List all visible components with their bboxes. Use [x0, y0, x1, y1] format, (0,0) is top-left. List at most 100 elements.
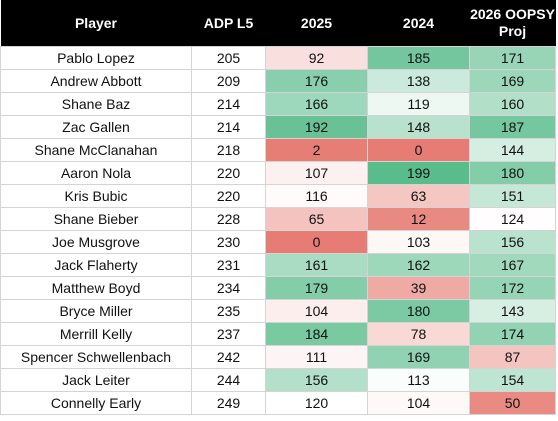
table-row: Zac Gallen 214 192 148 187: [0, 115, 556, 139]
projection-cell[interactable]: 169: [469, 69, 556, 93]
adp-cell[interactable]: 205: [191, 46, 266, 70]
header-adp[interactable]: ADP L5: [191, 0, 266, 47]
header-projection-line2: Proj: [498, 23, 527, 39]
value-2025-cell[interactable]: 104: [265, 299, 368, 323]
value-2024-cell[interactable]: 12: [367, 207, 470, 231]
value-2024-cell[interactable]: 113: [367, 368, 470, 392]
player-name-cell[interactable]: Zac Gallen: [0, 115, 192, 139]
adp-cell[interactable]: 214: [191, 92, 266, 116]
value-2025-cell[interactable]: 92: [265, 46, 368, 70]
value-2025-cell[interactable]: 176: [265, 69, 368, 93]
table-row: Bryce Miller 235 104 180 143: [0, 299, 556, 323]
projection-cell[interactable]: 151: [469, 184, 556, 208]
player-name-cell[interactable]: Pablo Lopez: [0, 46, 192, 70]
value-2025-cell[interactable]: 111: [265, 345, 368, 369]
adp-cell[interactable]: 214: [191, 115, 266, 139]
value-2024-cell[interactable]: 119: [367, 92, 470, 116]
value-2025-cell[interactable]: 116: [265, 184, 368, 208]
value-2024-cell[interactable]: 138: [367, 69, 470, 93]
projection-cell[interactable]: 87: [469, 345, 556, 369]
value-2025-cell[interactable]: 161: [265, 253, 368, 277]
table-row: Joe Musgrove 230 0 103 156: [0, 230, 556, 254]
value-2025-cell[interactable]: 179: [265, 276, 368, 300]
value-2024-cell[interactable]: 104: [367, 391, 470, 415]
player-name-cell[interactable]: Shane McClanahan: [0, 138, 192, 162]
adp-cell[interactable]: 242: [191, 345, 266, 369]
value-2025-cell[interactable]: 184: [265, 322, 368, 346]
adp-cell[interactable]: 237: [191, 322, 266, 346]
value-2024-cell[interactable]: 185: [367, 46, 470, 70]
projection-cell[interactable]: 167: [469, 253, 556, 277]
projection-cell[interactable]: 156: [469, 230, 556, 254]
projection-cell[interactable]: 143: [469, 299, 556, 323]
value-2024-cell[interactable]: 162: [367, 253, 470, 277]
projection-cell[interactable]: 174: [469, 322, 556, 346]
value-2025-cell[interactable]: 120: [265, 391, 368, 415]
adp-cell[interactable]: 235: [191, 299, 266, 323]
value-2024-cell[interactable]: 78: [367, 322, 470, 346]
adp-cell[interactable]: 228: [191, 207, 266, 231]
player-name-cell[interactable]: Andrew Abbott: [0, 69, 192, 93]
value-2025-cell[interactable]: 0: [265, 230, 368, 254]
player-name-cell[interactable]: Bryce Miller: [0, 299, 192, 323]
projection-cell[interactable]: 172: [469, 276, 556, 300]
adp-cell[interactable]: 230: [191, 230, 266, 254]
table-row: Merrill Kelly 237 184 78 174: [0, 322, 556, 346]
table-row: Aaron Nola 220 107 199 180: [0, 161, 556, 185]
value-2025-cell[interactable]: 107: [265, 161, 368, 185]
value-2024-cell[interactable]: 39: [367, 276, 470, 300]
projection-cell[interactable]: 187: [469, 115, 556, 139]
value-2025-cell[interactable]: 65: [265, 207, 368, 231]
adp-cell[interactable]: 234: [191, 276, 266, 300]
value-2025-cell[interactable]: 156: [265, 368, 368, 392]
projection-cell[interactable]: 124: [469, 207, 556, 231]
player-name-cell[interactable]: Kris Bubic: [0, 184, 192, 208]
table-row: Matthew Boyd 234 179 39 172: [0, 276, 556, 300]
table-row: Shane McClanahan 218 2 0 144: [0, 138, 556, 162]
adp-cell[interactable]: 220: [191, 161, 266, 185]
projection-cell[interactable]: 144: [469, 138, 556, 162]
projection-cell[interactable]: 171: [469, 46, 556, 70]
adp-cell[interactable]: 249: [191, 391, 266, 415]
projection-cell[interactable]: 160: [469, 92, 556, 116]
adp-cell[interactable]: 220: [191, 184, 266, 208]
projection-cell[interactable]: 154: [469, 368, 556, 392]
value-2024-cell[interactable]: 63: [367, 184, 470, 208]
header-row: Player ADP L5 2025 2024 2026 OOPSY Proj: [0, 0, 556, 47]
table-row: Jack Leiter 244 156 113 154: [0, 368, 556, 392]
value-2025-cell[interactable]: 166: [265, 92, 368, 116]
player-name-cell[interactable]: Matthew Boyd: [0, 276, 192, 300]
player-name-cell[interactable]: Aaron Nola: [0, 161, 192, 185]
player-name-cell[interactable]: Shane Baz: [0, 92, 192, 116]
adp-cell[interactable]: 209: [191, 69, 266, 93]
player-name-cell[interactable]: Merrill Kelly: [0, 322, 192, 346]
value-2024-cell[interactable]: 199: [367, 161, 470, 185]
projection-cell[interactable]: 180: [469, 161, 556, 185]
player-name-cell[interactable]: Jack Flaherty: [0, 253, 192, 277]
value-2024-cell[interactable]: 169: [367, 345, 470, 369]
adp-cell[interactable]: 244: [191, 368, 266, 392]
value-2024-cell[interactable]: 148: [367, 115, 470, 139]
adp-cell[interactable]: 218: [191, 138, 266, 162]
value-2024-cell[interactable]: 103: [367, 230, 470, 254]
value-2025-cell[interactable]: 2: [265, 138, 368, 162]
header-2025[interactable]: 2025: [265, 0, 368, 47]
player-name-cell[interactable]: Joe Musgrove: [0, 230, 192, 254]
value-2025-cell[interactable]: 192: [265, 115, 368, 139]
header-projection[interactable]: 2026 OOPSY Proj: [469, 0, 556, 47]
table-row: Andrew Abbott 209 176 138 169: [0, 69, 556, 93]
player-name-cell[interactable]: Shane Bieber: [0, 207, 192, 231]
header-2024[interactable]: 2024: [367, 0, 470, 47]
projection-cell[interactable]: 50: [469, 391, 556, 415]
header-projection-line1: 2026 OOPSY: [470, 6, 555, 22]
value-2024-cell[interactable]: 180: [367, 299, 470, 323]
adp-cell[interactable]: 231: [191, 253, 266, 277]
table-header: Player ADP L5 2025 2024 2026 OOPSY Proj: [0, 0, 556, 47]
header-player[interactable]: Player: [0, 0, 192, 47]
player-name-cell[interactable]: Spencer Schwellenbach: [0, 345, 192, 369]
player-name-cell[interactable]: Jack Leiter: [0, 368, 192, 392]
player-name-cell[interactable]: Connelly Early: [0, 391, 192, 415]
value-2024-cell[interactable]: 0: [367, 138, 470, 162]
